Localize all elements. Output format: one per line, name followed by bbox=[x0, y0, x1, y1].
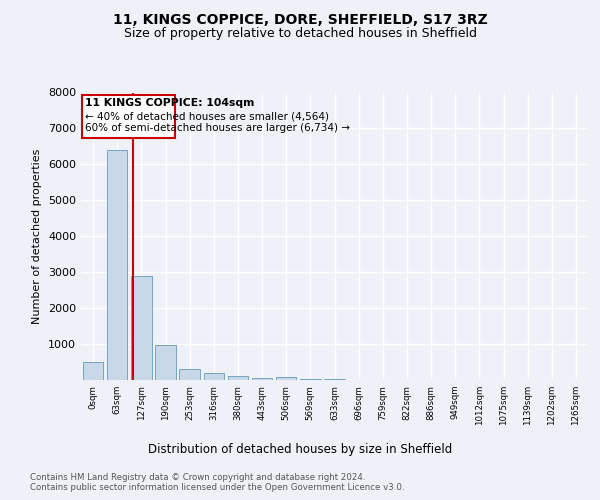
Bar bbox=[227, 376, 248, 380]
Bar bbox=[131, 276, 152, 380]
Bar bbox=[83, 362, 103, 380]
Text: 11, KINGS COPPICE, DORE, SHEFFIELD, S17 3RZ: 11, KINGS COPPICE, DORE, SHEFFIELD, S17 … bbox=[113, 12, 487, 26]
Text: ← 40% of detached houses are smaller (4,564): ← 40% of detached houses are smaller (4,… bbox=[85, 111, 329, 121]
Bar bbox=[276, 377, 296, 380]
Text: Distribution of detached houses by size in Sheffield: Distribution of detached houses by size … bbox=[148, 442, 452, 456]
Bar bbox=[300, 379, 320, 380]
Y-axis label: Number of detached properties: Number of detached properties bbox=[32, 148, 43, 324]
Bar bbox=[107, 150, 127, 380]
Bar bbox=[155, 345, 176, 380]
Text: Size of property relative to detached houses in Sheffield: Size of property relative to detached ho… bbox=[124, 28, 476, 40]
Text: 60% of semi-detached houses are larger (6,734) →: 60% of semi-detached houses are larger (… bbox=[85, 124, 350, 134]
Bar bbox=[179, 369, 200, 380]
Bar bbox=[203, 373, 224, 380]
Text: Contains public sector information licensed under the Open Government Licence v3: Contains public sector information licen… bbox=[30, 484, 404, 492]
Text: Contains HM Land Registry data © Crown copyright and database right 2024.: Contains HM Land Registry data © Crown c… bbox=[30, 472, 365, 482]
Text: 11 KINGS COPPICE: 104sqm: 11 KINGS COPPICE: 104sqm bbox=[85, 98, 254, 108]
Bar bbox=[252, 378, 272, 380]
FancyBboxPatch shape bbox=[82, 96, 175, 138]
